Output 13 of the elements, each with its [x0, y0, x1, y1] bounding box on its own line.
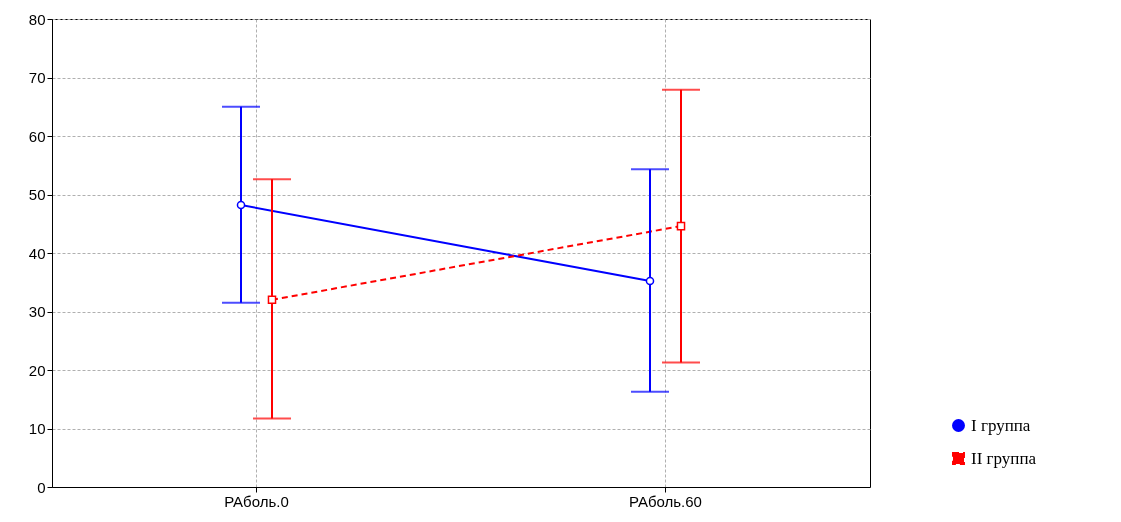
x-tick-label: PAболь.0: [224, 492, 289, 510]
y-tick-label: 80: [28, 10, 46, 28]
y-tick-label: 0: [37, 478, 46, 496]
y-tick-label: 30: [28, 303, 46, 320]
y-tick-label: 40: [28, 244, 46, 262]
y-tick-label: 70: [28, 69, 46, 86]
y-tick-label: 20: [28, 361, 46, 379]
legend-label: II группа: [971, 448, 1037, 468]
x-tick-label: PAболь.60: [629, 492, 702, 510]
y-tick-label: 60: [28, 127, 46, 145]
y-tick-label: 10: [28, 420, 46, 437]
legend-label: I группа: [971, 415, 1031, 435]
y-tick-label: 50: [28, 186, 46, 203]
